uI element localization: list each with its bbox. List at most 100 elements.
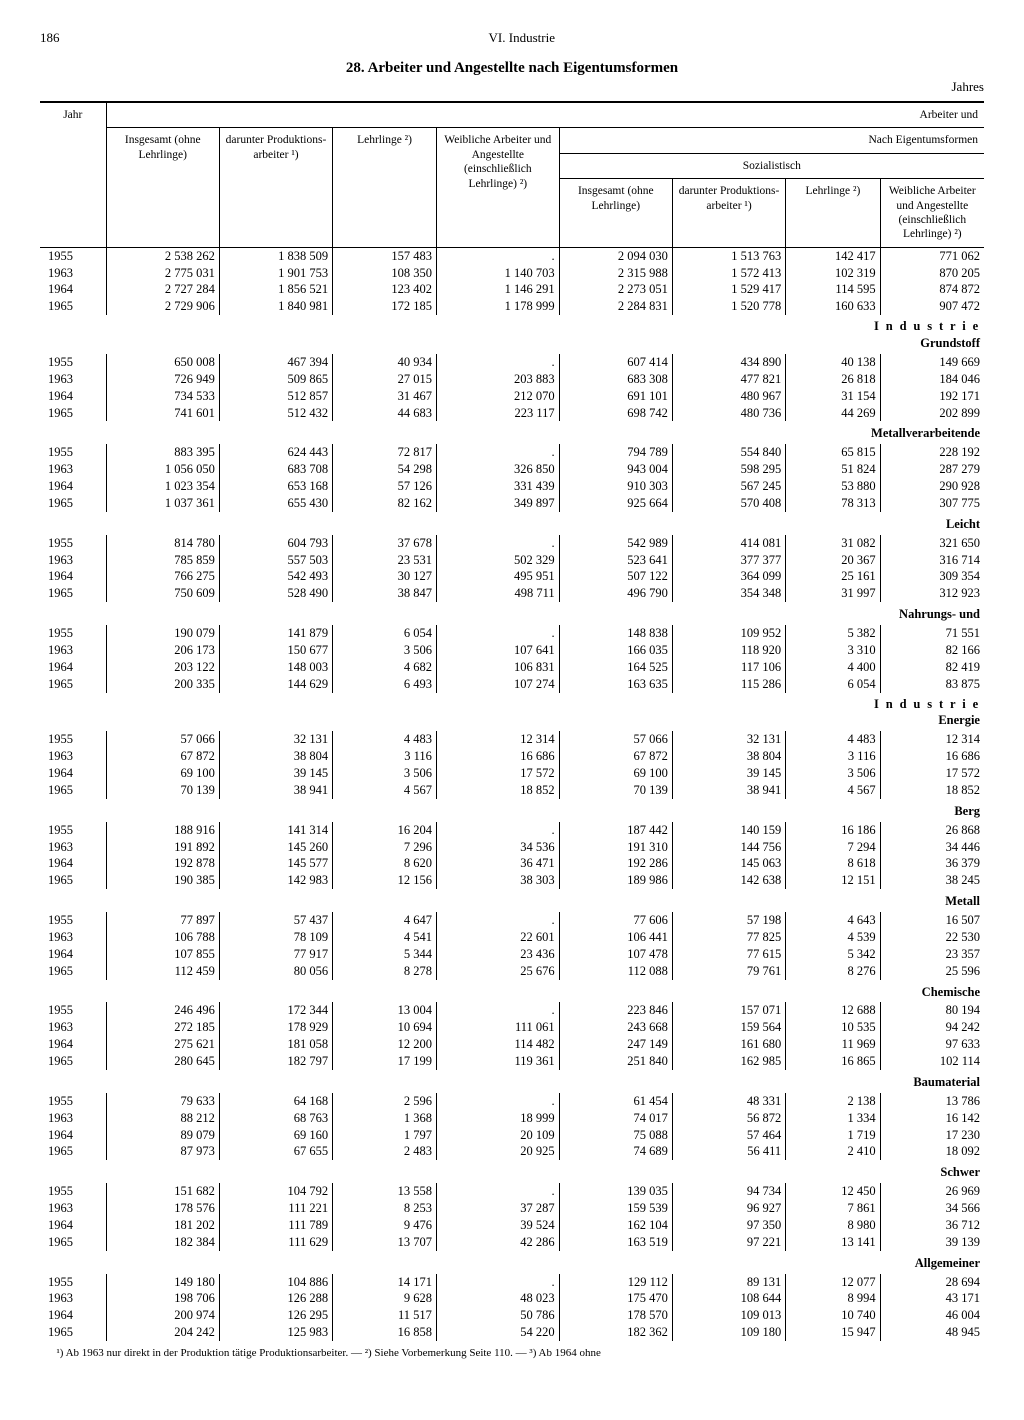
cell: 57 066 bbox=[106, 731, 219, 748]
cell: 1955 bbox=[40, 1002, 106, 1019]
cell: 74 017 bbox=[559, 1110, 672, 1127]
cell: 502 329 bbox=[436, 552, 559, 569]
cell: . bbox=[436, 354, 559, 371]
cell: 164 525 bbox=[559, 659, 672, 676]
cell: 178 929 bbox=[219, 1019, 332, 1036]
cell: 1964 bbox=[40, 1127, 106, 1144]
cell: 39 145 bbox=[672, 765, 785, 782]
cell: 31 082 bbox=[786, 535, 880, 552]
table-row: 1965200 335144 6296 493107 274163 635115… bbox=[40, 676, 984, 693]
cell: 1 901 753 bbox=[219, 265, 332, 282]
cell: 27 015 bbox=[333, 371, 437, 388]
cell: 1955 bbox=[40, 444, 106, 461]
cell: 1 513 763 bbox=[672, 247, 785, 264]
cell: 57 198 bbox=[672, 912, 785, 929]
cell: 79 633 bbox=[106, 1093, 219, 1110]
cell: 1963 bbox=[40, 839, 106, 856]
cell: 77 606 bbox=[559, 912, 672, 929]
cell: 1965 bbox=[40, 585, 106, 602]
cell: 354 348 bbox=[672, 585, 785, 602]
hdr-sozial: Sozialistisch bbox=[559, 153, 984, 178]
cell: 87 973 bbox=[106, 1143, 219, 1160]
cell: 1 719 bbox=[786, 1127, 880, 1144]
table-row: 1955188 916141 31416 204.187 442140 1591… bbox=[40, 822, 984, 839]
cell: 22 530 bbox=[880, 929, 984, 946]
cell: 3 116 bbox=[333, 748, 437, 765]
section-sublabel: Chemische bbox=[40, 984, 984, 1003]
cell: 31 154 bbox=[786, 388, 880, 405]
cell: 16 507 bbox=[880, 912, 984, 929]
cell: 1965 bbox=[40, 1143, 106, 1160]
cell: 1955 bbox=[40, 354, 106, 371]
cell: 653 168 bbox=[219, 478, 332, 495]
table-row: 196489 07969 1601 79720 10975 08857 4641… bbox=[40, 1127, 984, 1144]
table-row: 19651 037 361655 43082 162349 897925 664… bbox=[40, 495, 984, 512]
cell: 181 058 bbox=[219, 1036, 332, 1053]
cell: 2 483 bbox=[333, 1143, 437, 1160]
cell: 251 840 bbox=[559, 1053, 672, 1070]
cell: 8 620 bbox=[333, 855, 437, 872]
cell: 655 430 bbox=[219, 495, 332, 512]
cell: 1963 bbox=[40, 929, 106, 946]
cell: 16 186 bbox=[786, 822, 880, 839]
cell: 64 168 bbox=[219, 1093, 332, 1110]
cell: 181 202 bbox=[106, 1217, 219, 1234]
table-row: 195557 06632 1314 48312 31457 06632 1314… bbox=[40, 731, 984, 748]
cell: 5 342 bbox=[786, 946, 880, 963]
cell: 542 989 bbox=[559, 535, 672, 552]
cell: 202 899 bbox=[880, 405, 984, 422]
cell: 228 192 bbox=[880, 444, 984, 461]
cell: 126 288 bbox=[219, 1290, 332, 1307]
cell: 126 295 bbox=[219, 1307, 332, 1324]
cell: . bbox=[436, 444, 559, 461]
cell: 57 066 bbox=[559, 731, 672, 748]
cell: 34 446 bbox=[880, 839, 984, 856]
cell: 8 994 bbox=[786, 1290, 880, 1307]
cell: 50 786 bbox=[436, 1307, 559, 1324]
cell: 1 529 417 bbox=[672, 281, 785, 298]
cell: 118 920 bbox=[672, 642, 785, 659]
cell: 54 298 bbox=[333, 461, 437, 478]
hdr-c6: darunter Produktions- arbeiter ¹) bbox=[672, 179, 785, 248]
cell: 874 872 bbox=[880, 281, 984, 298]
cell: 188 916 bbox=[106, 822, 219, 839]
cell: 1964 bbox=[40, 765, 106, 782]
cell: 434 890 bbox=[672, 354, 785, 371]
cell: 12 156 bbox=[333, 872, 437, 889]
cell: 25 676 bbox=[436, 963, 559, 980]
cell: 114 482 bbox=[436, 1036, 559, 1053]
cell: 477 821 bbox=[672, 371, 785, 388]
cell: 77 897 bbox=[106, 912, 219, 929]
table-row: 1965112 45980 0568 27825 676112 08879 76… bbox=[40, 963, 984, 980]
cell: 157 071 bbox=[672, 1002, 785, 1019]
cell: . bbox=[436, 247, 559, 264]
cell: 39 139 bbox=[880, 1234, 984, 1251]
cell: 1964 bbox=[40, 659, 106, 676]
hdr-row1: Arbeiter und bbox=[106, 103, 984, 128]
cell: 7 296 bbox=[333, 839, 437, 856]
table-row: 1965204 242125 98316 85854 220182 362109… bbox=[40, 1324, 984, 1341]
table-row: 1963198 706126 2889 62848 023175 470108 … bbox=[40, 1290, 984, 1307]
cell: 528 490 bbox=[219, 585, 332, 602]
cell: 74 689 bbox=[559, 1143, 672, 1160]
cell: 814 780 bbox=[106, 535, 219, 552]
cell: 3 506 bbox=[333, 642, 437, 659]
cell: 200 974 bbox=[106, 1307, 219, 1324]
cell: 925 664 bbox=[559, 495, 672, 512]
cell: 104 886 bbox=[219, 1274, 332, 1291]
cell: 104 792 bbox=[219, 1183, 332, 1200]
cell: 44 269 bbox=[786, 405, 880, 422]
cell: 107 274 bbox=[436, 676, 559, 693]
cell: 200 335 bbox=[106, 676, 219, 693]
table-row: 1963726 949509 86527 015203 883683 30847… bbox=[40, 371, 984, 388]
cell: 82 162 bbox=[333, 495, 437, 512]
cell: 1964 bbox=[40, 946, 106, 963]
cell: 650 008 bbox=[106, 354, 219, 371]
cell: 1955 bbox=[40, 1274, 106, 1291]
cell: 53 880 bbox=[786, 478, 880, 495]
cell: 377 377 bbox=[672, 552, 785, 569]
cell: 331 439 bbox=[436, 478, 559, 495]
table-row: 1964181 202111 7899 47639 524162 10497 3… bbox=[40, 1217, 984, 1234]
cell: 509 865 bbox=[219, 371, 332, 388]
cell: 794 789 bbox=[559, 444, 672, 461]
